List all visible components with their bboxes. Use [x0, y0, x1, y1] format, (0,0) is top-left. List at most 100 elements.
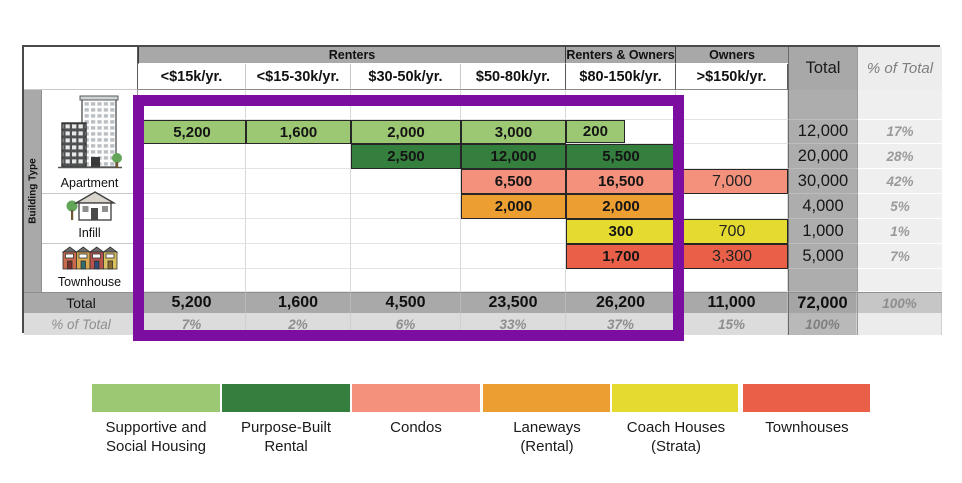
- bar-townhouses-over-150k: 3,300: [676, 244, 788, 269]
- income-header-over-150k: >$150k/yr.: [676, 64, 788, 90]
- row-pct-laneways: 5%: [857, 194, 942, 219]
- bar-pbr-50-80k: 12,000: [461, 144, 566, 169]
- income-header-30-50k: $30-50k/yr.: [351, 64, 461, 90]
- row-total-supportive: 12,000: [788, 120, 857, 144]
- pct-50-80k: 33%: [461, 313, 566, 335]
- empty-cell: [138, 144, 246, 169]
- empty-cell: [351, 90, 461, 120]
- empty-cell: [351, 194, 461, 219]
- total-column-spacer: [788, 269, 857, 292]
- building-type-label-infill: Infill: [78, 226, 101, 241]
- pct-of-total-column-header: % of Total: [857, 47, 942, 90]
- grand-total-pct: 100%: [857, 292, 942, 313]
- empty-cell: [676, 120, 788, 144]
- bar-condos-over-150k: 7,000: [676, 169, 788, 194]
- bar-laneways-50-80k: 2,000: [461, 194, 566, 219]
- bar-supportive-under-15k: 5,200: [138, 120, 246, 144]
- pct-column-spacer: [857, 269, 942, 292]
- pct-80-150k: 37%: [566, 313, 676, 335]
- empty-cell: [676, 144, 788, 169]
- legend-swatch-supportive-social: [92, 384, 220, 412]
- legend-label-coach-houses: Coach Houses (Strata): [626, 419, 726, 456]
- empty-cell: [461, 269, 566, 292]
- empty-cell: [246, 269, 351, 292]
- row-pct-townhouses: 7%: [857, 244, 942, 269]
- empty-cell: [351, 219, 461, 244]
- bar-laneways-80-150k: 2,000: [566, 194, 676, 219]
- bar-pbr-30-50k: 2,500: [351, 144, 461, 169]
- bar-coach-houses-over-150k: 700: [676, 219, 788, 244]
- empty-cell: [676, 90, 788, 120]
- legend-swatch-laneways: [483, 384, 610, 412]
- pct-total-col: 100%: [788, 313, 857, 335]
- legend-label-supportive-social: Supportive and Social Housing: [105, 419, 207, 456]
- bar-condos-50-80k: 6,500: [461, 169, 566, 194]
- bar-supportive-80-150k: 200: [566, 120, 625, 143]
- pct-column-spacer: [857, 90, 942, 120]
- bar-supportive-15-30k: 1,600: [246, 120, 351, 144]
- legend-label-purpose-built-rental: Purpose-Built Rental: [240, 419, 332, 456]
- empty-cell: [138, 219, 246, 244]
- building-type-axis: Building Type: [24, 90, 42, 292]
- empty-cell: [138, 169, 246, 194]
- building-type-label-townhouse: Townhouse: [57, 275, 122, 290]
- pct-15-30k: 2%: [246, 313, 351, 335]
- empty-cell: [138, 244, 246, 269]
- building-type-townhouse: Townhouse: [42, 244, 138, 292]
- grand-total: 72,000: [788, 292, 857, 313]
- group-header-owners: Owners: [676, 47, 788, 64]
- legend-label-townhouses: Townhouses: [765, 419, 849, 436]
- empty-cell: [676, 269, 788, 292]
- bar-townhouses-80-150k: 1,700: [566, 244, 676, 269]
- row-total-coach-houses: 1,000: [788, 219, 857, 244]
- empty-cell: [351, 169, 461, 194]
- empty-cell: [246, 194, 351, 219]
- pct-over-150k: 15%: [676, 313, 788, 335]
- pct-bottom-right-empty: [857, 313, 942, 335]
- bar-supportive-50-80k: 3,000: [461, 120, 566, 144]
- empty-cell: [246, 144, 351, 169]
- row-total-laneways: 4,000: [788, 194, 857, 219]
- total-30-50k: 4,500: [351, 292, 461, 313]
- empty-cell: [246, 219, 351, 244]
- building-type-axis-label: Building Type: [27, 158, 38, 224]
- building-type-infill: Infill: [42, 191, 138, 244]
- empty-cell: [566, 269, 676, 292]
- group-header-renters: Renters: [138, 47, 566, 64]
- empty-cell: [246, 90, 351, 120]
- legend-swatch-purpose-built-rental: [222, 384, 350, 412]
- empty-cell: [246, 244, 351, 269]
- row-pct-pbr: 28%: [857, 144, 942, 169]
- legend-label-condos: Condos: [390, 419, 442, 436]
- legend-swatch-townhouses: [743, 384, 870, 412]
- legend-swatch-coach-houses: [612, 384, 738, 412]
- income-header-80-150k: $80-150k/yr.: [566, 64, 676, 90]
- income-building-type-table: Renters Renters & Owners Owners Total % …: [22, 45, 942, 335]
- pct-row-label: % of Total: [24, 313, 138, 335]
- total-over-150k: 11,000: [676, 292, 788, 313]
- row-pct-coach-houses: 1%: [857, 219, 942, 244]
- total-row-label: Total: [24, 292, 138, 313]
- empty-cell: [138, 194, 246, 219]
- townhouse-row-icon: [61, 246, 118, 275]
- empty-cell: [566, 90, 676, 120]
- empty-cell: [351, 269, 461, 292]
- empty-cell: [138, 269, 246, 292]
- row-total-townhouses: 5,000: [788, 244, 857, 269]
- income-header-50-80k: $50-80k/yr.: [461, 64, 566, 90]
- empty-cell: [461, 90, 566, 120]
- empty-cell: [461, 219, 566, 244]
- legend-label-laneways: Laneways (Rental): [513, 419, 581, 456]
- group-header-renters-owners: Renters & Owners: [566, 47, 676, 64]
- income-header-15-30k: <$15-30k/yr.: [246, 64, 351, 90]
- building-type-label-apartment: Apartment: [60, 176, 119, 191]
- total-50-80k: 23,500: [461, 292, 566, 313]
- cell-supportive-80-150k: 200: [566, 120, 676, 144]
- bar-coach-houses-80-150k: 300: [566, 219, 676, 244]
- building-type-apartment: Apartment: [42, 90, 138, 194]
- income-header-under-15k: <$15k/yr.: [138, 64, 246, 90]
- empty-cell: [676, 194, 788, 219]
- row-pct-supportive: 17%: [857, 120, 942, 144]
- total-column-spacer: [788, 90, 857, 120]
- row-total-condos: 30,000: [788, 169, 857, 194]
